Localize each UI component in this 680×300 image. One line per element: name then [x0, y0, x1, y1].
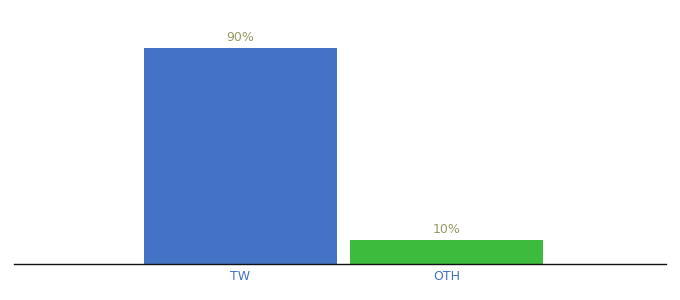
Text: 90%: 90%: [226, 32, 254, 44]
Text: 10%: 10%: [432, 224, 460, 236]
Bar: [144, 48, 337, 264]
Bar: [350, 240, 543, 264]
